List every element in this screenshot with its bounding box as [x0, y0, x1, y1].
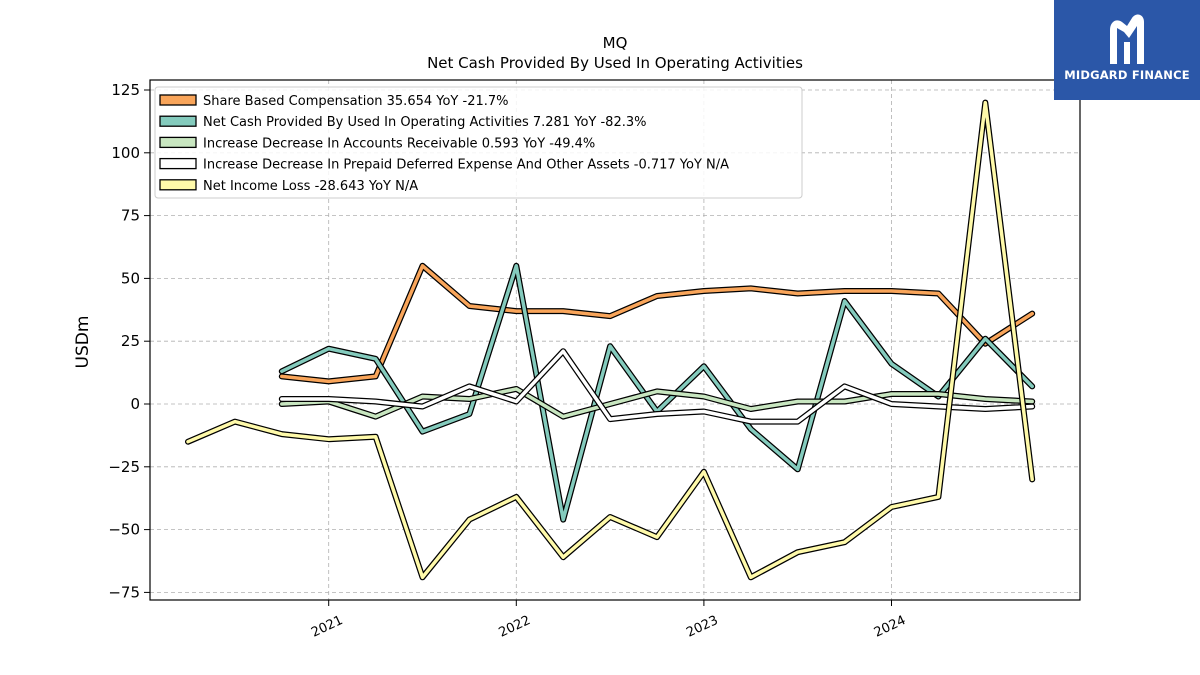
y-tick-label: −25	[108, 458, 140, 476]
legend-label: Increase Decrease In Prepaid Deferred Ex…	[203, 158, 729, 173]
y-axis-label: USDm	[73, 316, 93, 369]
legend-label: Share Based Compensation 35.654 YoY -21.…	[203, 94, 509, 109]
series-stroke	[280, 349, 1034, 424]
series-stroke	[186, 100, 1034, 580]
series-line-4	[278, 348, 1036, 425]
midgard-m-icon	[1110, 14, 1144, 64]
series-line-1	[278, 262, 1036, 385]
x-tick-label: 2023	[684, 613, 720, 641]
series-line-5	[185, 99, 1036, 581]
legend-label: Net Cash Provided By Used In Operating A…	[203, 115, 646, 130]
series-layer	[185, 99, 1036, 581]
y-tick-label: 100	[111, 144, 140, 162]
legend-label: Increase Decrease In Accounts Receivable…	[203, 136, 595, 151]
x-tick-label: 2022	[497, 613, 533, 641]
legend-swatch	[159, 157, 197, 170]
plot-frame	[149, 79, 1081, 601]
legend-box	[154, 86, 803, 199]
legend-swatch	[159, 136, 197, 149]
legend-swatch	[159, 179, 197, 191]
y-tick-label: 75	[121, 207, 140, 225]
series-stroke	[280, 264, 1034, 384]
y-tick-label: −75	[108, 583, 140, 601]
y-tick-label: 125	[111, 81, 140, 99]
brand-logo: MIDGARD FINANCE	[1054, 0, 1200, 100]
y-tick-label: 25	[121, 332, 140, 350]
legend: Share Based Compensation 35.654 YoY -21.…	[154, 86, 803, 199]
brand-name: MIDGARD FINANCE	[1064, 68, 1190, 82]
y-tick-label: 0	[130, 395, 140, 413]
x-axis: 2021 2022 2023 2024	[309, 600, 908, 641]
chart-subtitle: Net Cash Provided By Used In Operating A…	[427, 54, 803, 72]
legend-swatch	[159, 115, 197, 127]
y-tick-label: −50	[108, 521, 140, 539]
x-tick-label: 2021	[309, 613, 345, 641]
y-tick-label: 50	[121, 269, 140, 287]
legend-swatch	[159, 94, 197, 106]
y-axis: −75 −50 −25 0 25 50 75 100 125	[108, 81, 150, 601]
chart-title: MQ	[603, 34, 628, 52]
series-outline	[278, 262, 1036, 385]
x-tick-label: 2024	[872, 613, 908, 641]
legend-label: Net Income Loss -28.643 YoY N/A	[203, 179, 418, 194]
